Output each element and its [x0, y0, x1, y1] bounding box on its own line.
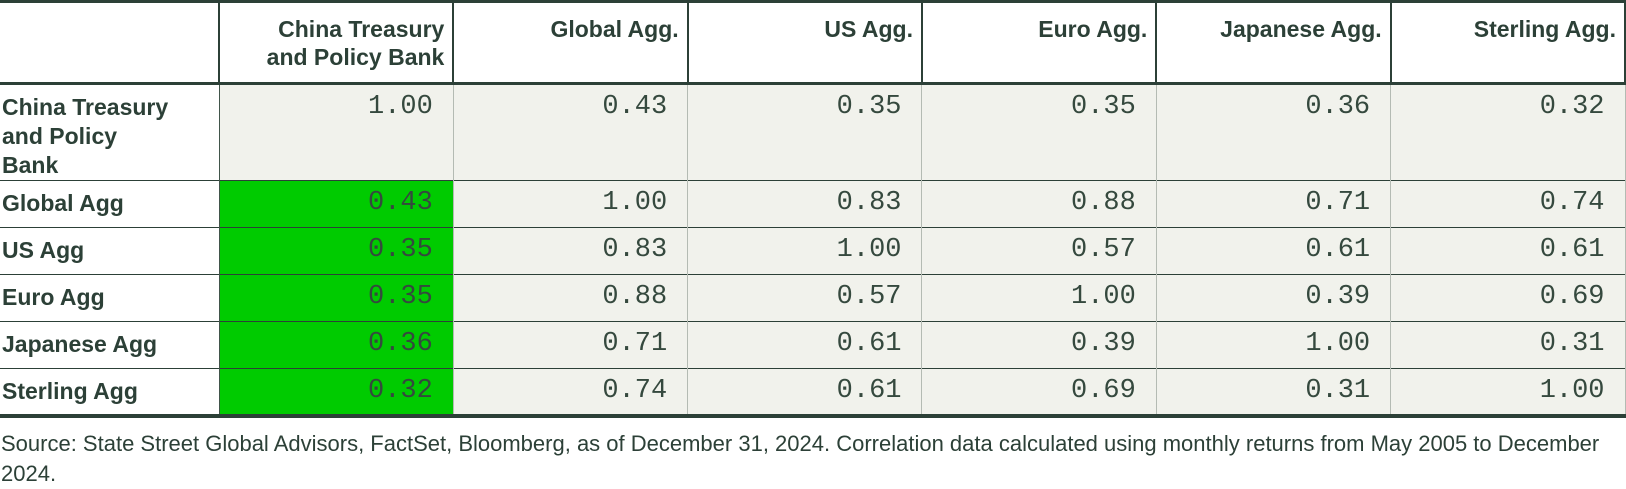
row-label-sterling-agg: Sterling Agg: [0, 368, 219, 416]
cell-euro-global: 0.88: [452, 274, 688, 322]
table-row-global-agg: Global Agg 0.43 1.00 0.83 0.88 0.71 0.74: [0, 180, 1626, 228]
source-note: Source: State Street Global Advisors, Fa…: [1, 430, 1600, 486]
cell-japanese-euro: 0.39: [921, 321, 1157, 369]
cell-global-sterling: 0.74: [1390, 180, 1626, 228]
cell-euro-euro: 1.00: [921, 274, 1157, 322]
cell-global-us: 0.83: [687, 180, 922, 228]
cell-euro-us: 0.57: [687, 274, 922, 322]
cell-china-japanese: 0.36: [1155, 83, 1391, 181]
cell-sterling-us: 0.61: [687, 368, 922, 416]
cell-euro-japanese: 0.39: [1155, 274, 1391, 322]
table-header-row: China Treasury and Policy Bank Global Ag…: [0, 1, 1626, 85]
cell-global-japanese: 0.71: [1155, 180, 1391, 228]
cell-us-japanese: 0.61: [1155, 227, 1391, 275]
cell-japanese-sterling: 0.31: [1390, 321, 1626, 369]
column-header-us-agg: US Agg.: [686, 1, 922, 85]
cell-china-sterling: 0.32: [1390, 83, 1626, 181]
row-label-global-agg: Global Agg: [0, 180, 219, 228]
column-header-sterling-agg: Sterling Agg.: [1389, 1, 1626, 85]
cell-china-global: 0.43: [452, 83, 688, 181]
table-row-japanese-agg: Japanese Agg 0.36 0.71 0.61 0.39 1.00 0.…: [0, 321, 1626, 369]
cell-sterling-sterling: 1.00: [1390, 368, 1626, 416]
cell-global-global: 1.00: [452, 180, 688, 228]
row-label-china-treasury: China Treasury and Policy Bank: [0, 83, 219, 181]
cell-global-china-highlighted: 0.43: [218, 180, 454, 228]
cell-china-us: 0.35: [687, 83, 922, 181]
table-row-euro-agg: Euro Agg 0.35 0.88 0.57 1.00 0.39 0.69: [0, 274, 1626, 322]
cell-sterling-japanese: 0.31: [1155, 368, 1391, 416]
table-row-china-treasury: China Treasury and Policy Bank 1.00 0.43…: [0, 83, 1626, 181]
cell-sterling-euro: 0.69: [921, 368, 1157, 416]
table-row-sterling-agg: Sterling Agg 0.32 0.74 0.61 0.69 0.31 1.…: [0, 368, 1626, 416]
row-label-japanese-agg: Japanese Agg: [0, 321, 219, 369]
cell-china-euro: 0.35: [921, 83, 1157, 181]
column-header-japanese-agg: Japanese Agg.: [1155, 1, 1391, 85]
cell-japanese-japanese: 1.00: [1155, 321, 1391, 369]
column-header-china-treasury: China Treasury and Policy Bank: [217, 1, 454, 85]
cell-us-sterling: 0.61: [1390, 227, 1626, 275]
cell-china-china: 1.00: [218, 83, 454, 181]
cell-euro-sterling: 0.69: [1390, 274, 1626, 322]
cell-japanese-china-highlighted: 0.36: [218, 321, 454, 369]
cell-sterling-china-highlighted: 0.32: [218, 368, 454, 416]
table-row-us-agg: US Agg 0.35 0.83 1.00 0.57 0.61 0.61: [0, 227, 1626, 275]
corner-cell: [0, 1, 219, 85]
cell-us-us: 1.00: [687, 227, 922, 275]
cell-euro-china-highlighted: 0.35: [218, 274, 454, 322]
column-header-euro-agg: Euro Agg.: [920, 1, 1157, 85]
cell-us-global: 0.83: [452, 227, 688, 275]
cell-us-china-highlighted: 0.35: [218, 227, 454, 275]
row-label-euro-agg: Euro Agg: [0, 274, 219, 322]
cell-japanese-global: 0.71: [452, 321, 688, 369]
correlation-matrix-table: China Treasury and Policy Bank Global Ag…: [0, 0, 1626, 418]
cell-us-euro: 0.57: [921, 227, 1157, 275]
cell-japanese-us: 0.61: [687, 321, 922, 369]
cell-sterling-global: 0.74: [452, 368, 688, 416]
column-header-global-agg: Global Agg.: [452, 1, 688, 85]
cell-global-euro: 0.88: [921, 180, 1157, 228]
row-label-us-agg: US Agg: [0, 227, 219, 275]
